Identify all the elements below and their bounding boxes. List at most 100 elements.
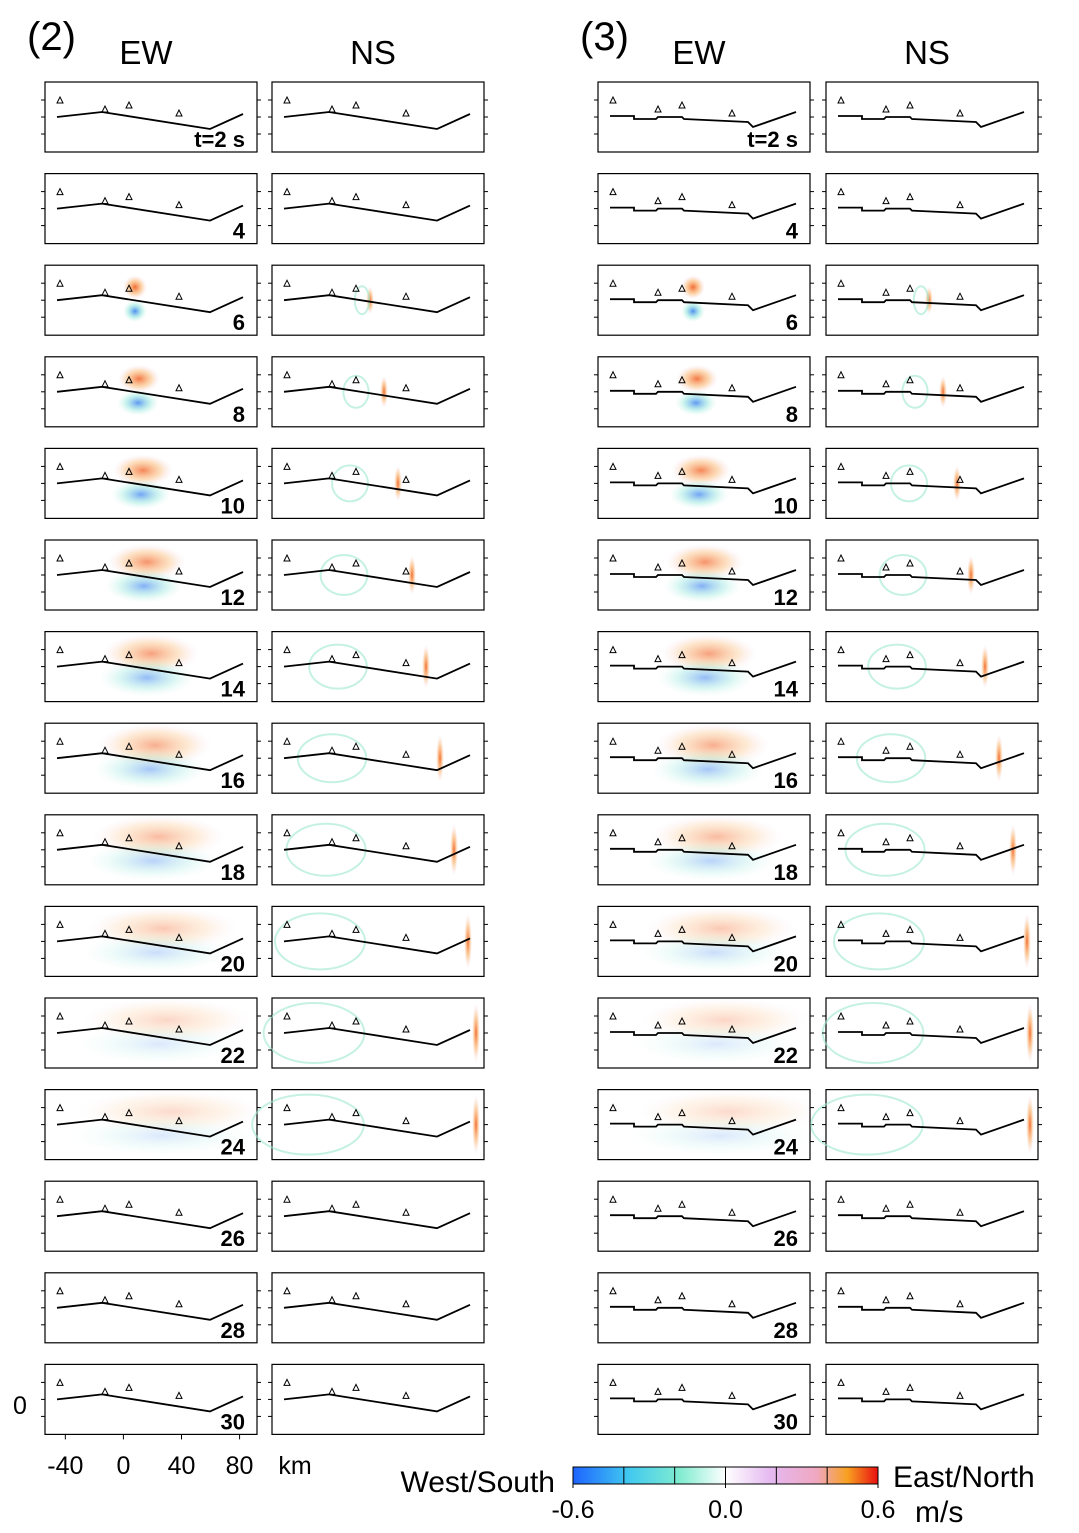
fault-trace bbox=[283, 294, 471, 314]
station bbox=[328, 1295, 336, 1304]
station bbox=[125, 650, 133, 659]
wavefront bbox=[878, 554, 928, 596]
time-label: 26 bbox=[774, 1226, 798, 1251]
station bbox=[678, 284, 686, 292]
station bbox=[283, 462, 291, 470]
fault-trace bbox=[56, 1301, 244, 1321]
station bbox=[175, 658, 183, 667]
snapshot-panel: 18 bbox=[41, 814, 261, 886]
snapshot-panel: 30 bbox=[41, 1363, 261, 1436]
fault-trace bbox=[283, 1393, 471, 1413]
station bbox=[328, 471, 336, 479]
snapshot-panel bbox=[268, 630, 488, 703]
wavefield bbox=[123, 300, 147, 323]
wavefront bbox=[912, 285, 930, 316]
fault-trace bbox=[610, 477, 797, 495]
wavefront bbox=[422, 644, 430, 689]
panel-frame bbox=[44, 81, 258, 153]
station bbox=[328, 196, 336, 205]
panel-frame bbox=[825, 1363, 1039, 1436]
wavefront bbox=[1023, 913, 1031, 970]
station bbox=[283, 1286, 291, 1295]
snapshot-panel bbox=[268, 173, 488, 245]
station bbox=[56, 1378, 64, 1386]
panel-frame bbox=[271, 173, 485, 245]
station bbox=[906, 1383, 914, 1391]
fault-trace bbox=[610, 1118, 797, 1136]
station bbox=[352, 192, 360, 201]
colorbar-tick-label: -0.6 bbox=[551, 1496, 594, 1524]
snapshot-panel bbox=[822, 81, 1042, 153]
fault-trace bbox=[838, 294, 1025, 312]
time-label: 28 bbox=[774, 1318, 798, 1343]
station bbox=[402, 383, 410, 392]
station bbox=[906, 284, 914, 292]
station bbox=[402, 566, 410, 575]
station bbox=[906, 925, 914, 933]
snapshot-panel: 10 bbox=[41, 447, 261, 519]
station bbox=[956, 1116, 964, 1125]
time-label: 4 bbox=[233, 219, 246, 244]
time-label: 26 bbox=[221, 1226, 245, 1251]
colorbar-right-label: East/North bbox=[893, 1461, 1035, 1494]
y-tick-label: 0 bbox=[13, 1392, 27, 1420]
station bbox=[728, 1116, 736, 1125]
station bbox=[125, 284, 133, 292]
station bbox=[402, 292, 410, 300]
snapshot-panel bbox=[268, 264, 488, 336]
station bbox=[609, 645, 617, 654]
wavefront bbox=[867, 643, 927, 690]
wavefront bbox=[464, 913, 472, 970]
station bbox=[728, 933, 736, 941]
station bbox=[56, 187, 64, 196]
fault-trace bbox=[56, 752, 244, 772]
time-label: 30 bbox=[774, 1409, 798, 1434]
station bbox=[678, 1200, 686, 1208]
x-tick-label: -40 bbox=[47, 1452, 83, 1480]
wavefront bbox=[810, 1093, 924, 1156]
panel-frame bbox=[271, 356, 485, 428]
station bbox=[125, 1108, 133, 1117]
snapshot-panel: t=2 s bbox=[41, 81, 261, 153]
station bbox=[283, 187, 291, 196]
snapshot-panel: 20 bbox=[41, 905, 261, 978]
fault-trace bbox=[838, 843, 1025, 861]
time-label: 8 bbox=[233, 402, 245, 427]
wavefront bbox=[472, 1003, 480, 1063]
station bbox=[906, 375, 914, 384]
station bbox=[328, 1387, 336, 1395]
snapshot-panel bbox=[822, 905, 1042, 978]
station bbox=[609, 553, 617, 562]
station bbox=[882, 1112, 890, 1121]
station bbox=[175, 566, 183, 575]
wavefront bbox=[1009, 823, 1017, 876]
time-label: 22 bbox=[774, 1043, 798, 1068]
time-label: 22 bbox=[221, 1043, 245, 1068]
fault-trace bbox=[610, 843, 797, 861]
panel-frame bbox=[825, 1088, 1039, 1161]
snapshot-panel: 12 bbox=[594, 539, 814, 611]
station bbox=[352, 100, 360, 109]
snapshot-panel bbox=[822, 630, 1042, 703]
time-label: t=2 s bbox=[194, 127, 245, 152]
snapshot-panel bbox=[822, 1180, 1042, 1252]
time-label: t=2 s bbox=[747, 127, 798, 152]
station bbox=[654, 471, 662, 479]
wavefront bbox=[844, 822, 926, 877]
wavefront bbox=[353, 285, 371, 316]
station bbox=[283, 828, 291, 837]
station bbox=[402, 1299, 410, 1308]
station bbox=[654, 562, 662, 571]
station bbox=[906, 192, 914, 201]
snapshot-panel: 26 bbox=[41, 1180, 261, 1252]
wavefield bbox=[118, 364, 160, 393]
station bbox=[728, 750, 736, 758]
panel-frame bbox=[44, 264, 258, 336]
wavefield bbox=[99, 658, 195, 697]
time-label: 16 bbox=[774, 768, 798, 793]
station bbox=[283, 737, 291, 745]
wavefield bbox=[105, 569, 183, 603]
panel-frame bbox=[271, 997, 485, 1069]
station bbox=[125, 467, 133, 475]
panel-frame bbox=[271, 81, 485, 153]
